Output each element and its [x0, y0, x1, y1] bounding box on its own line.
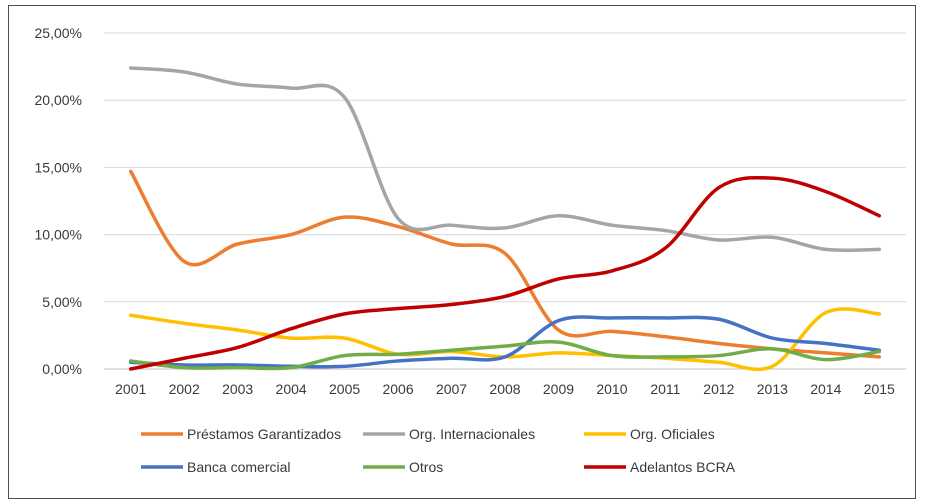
y-axis-tick-labels: 0,00% 5,00% 10,00% 15,00% 20,00% 25,00% [35, 25, 82, 377]
x-tick-label: 2006 [382, 381, 413, 397]
x-tick-label: 2011 [650, 381, 680, 397]
series-line [128, 315, 882, 369]
series-5 [128, 175, 882, 371]
x-tick-label: 2008 [489, 381, 520, 397]
series-line [128, 66, 882, 253]
x-tick-label: 2010 [596, 381, 627, 397]
y-tick-label: 10,00% [35, 227, 82, 243]
legend-item: Otros [363, 459, 443, 475]
y-tick-label: 20,00% [35, 92, 82, 108]
legend-label: Banca comercial [187, 459, 291, 475]
legend-label: Adelantos BCRA [630, 459, 736, 475]
series-line [128, 175, 882, 371]
legend-item: Org. Oficiales [584, 426, 715, 442]
series-line [128, 169, 882, 359]
y-tick-label: 0,00% [42, 361, 82, 377]
x-tick-label: 2014 [810, 381, 841, 397]
series-line [128, 307, 882, 372]
x-tick-label: 2001 [115, 381, 146, 397]
x-tick-label: 2009 [543, 381, 574, 397]
series-3 [128, 315, 882, 369]
x-tick-label: 2015 [864, 381, 895, 397]
series-2 [128, 307, 882, 372]
y-tick-label: 15,00% [35, 159, 82, 175]
legend-label: Otros [409, 459, 443, 475]
series-1 [128, 66, 882, 253]
chart-frame [8, 5, 916, 499]
series-lines [128, 66, 882, 372]
legend-item: Org. Internacionales [363, 426, 535, 442]
legend-item: Adelantos BCRA [584, 459, 736, 475]
x-tick-label: 2004 [276, 381, 307, 397]
series-4 [128, 340, 882, 371]
x-axis-tick-labels: 2001 2002 2003 2004 2005 2006 2007 2008 2009 2010… [115, 381, 895, 397]
y-tick-label: 25,00% [35, 25, 82, 41]
x-tick-label: 2002 [169, 381, 200, 397]
x-tick-label: 2013 [757, 381, 788, 397]
legend-item: Banca comercial [141, 459, 291, 475]
legend-item: Préstamos Garantizados [141, 426, 341, 442]
y-tick-label: 5,00% [42, 294, 82, 310]
x-tick-label: 2005 [329, 381, 360, 397]
legend: Préstamos Garantizados Org. Internacional… [141, 426, 736, 475]
legend-label: Org. Oficiales [630, 426, 715, 442]
legend-label: Préstamos Garantizados [187, 426, 341, 442]
x-tick-label: 2003 [222, 381, 253, 397]
series-0 [128, 169, 882, 359]
x-tick-label: 2012 [703, 381, 734, 397]
x-tick-label: 2007 [436, 381, 467, 397]
legend-label: Org. Internacionales [409, 426, 535, 442]
gridlines [104, 32, 906, 303]
